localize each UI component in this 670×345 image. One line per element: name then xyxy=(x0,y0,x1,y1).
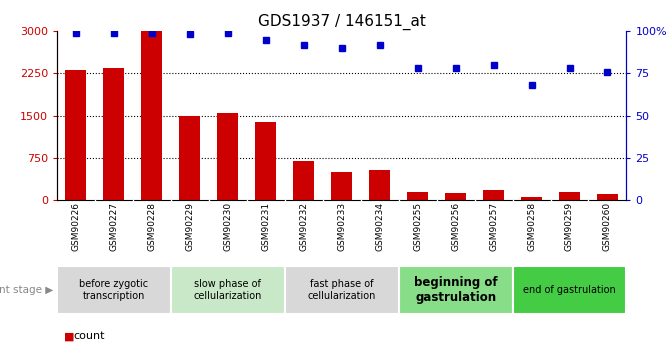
Bar xyxy=(141,31,162,200)
Text: GSM90259: GSM90259 xyxy=(565,202,574,251)
Text: GSM90260: GSM90260 xyxy=(603,202,612,251)
Text: GSM90256: GSM90256 xyxy=(451,202,460,251)
Text: GSM90230: GSM90230 xyxy=(223,202,232,251)
Text: GSM90226: GSM90226 xyxy=(72,202,80,251)
Text: GSM90229: GSM90229 xyxy=(186,202,194,251)
Bar xyxy=(255,122,276,200)
Text: GSM90232: GSM90232 xyxy=(299,202,308,251)
Bar xyxy=(407,192,428,200)
Text: GSM90231: GSM90231 xyxy=(261,202,270,251)
Text: GSM90228: GSM90228 xyxy=(147,202,156,251)
Text: GSM90258: GSM90258 xyxy=(527,202,536,251)
Text: beginning of
gastrulation: beginning of gastrulation xyxy=(414,276,497,304)
Bar xyxy=(399,266,513,314)
Bar xyxy=(521,197,542,200)
Text: GSM90255: GSM90255 xyxy=(413,202,422,251)
Text: GSM90234: GSM90234 xyxy=(375,202,384,251)
Text: development stage ▶: development stage ▶ xyxy=(0,285,54,295)
Bar xyxy=(217,113,239,200)
Text: before zygotic
transcription: before zygotic transcription xyxy=(79,279,149,300)
Text: slow phase of
cellularization: slow phase of cellularization xyxy=(194,279,262,300)
Bar xyxy=(513,266,626,314)
Text: GSM90233: GSM90233 xyxy=(337,202,346,251)
Text: fast phase of
cellularization: fast phase of cellularization xyxy=(308,279,376,300)
Text: count: count xyxy=(74,332,105,341)
Bar xyxy=(597,195,618,200)
Bar xyxy=(103,68,125,200)
Bar xyxy=(180,116,200,200)
Bar xyxy=(445,193,466,200)
Bar xyxy=(57,266,171,314)
Bar xyxy=(331,172,352,200)
Title: GDS1937 / 146151_at: GDS1937 / 146151_at xyxy=(258,13,425,30)
Bar xyxy=(483,190,504,200)
Bar xyxy=(559,193,580,200)
Bar xyxy=(285,266,399,314)
Text: GSM90257: GSM90257 xyxy=(489,202,498,251)
Bar xyxy=(66,70,86,200)
Text: GSM90227: GSM90227 xyxy=(109,202,119,251)
Text: ■: ■ xyxy=(64,332,74,341)
Bar xyxy=(171,266,285,314)
Text: end of gastrulation: end of gastrulation xyxy=(523,285,616,295)
Bar xyxy=(293,161,314,200)
Bar xyxy=(369,170,390,200)
